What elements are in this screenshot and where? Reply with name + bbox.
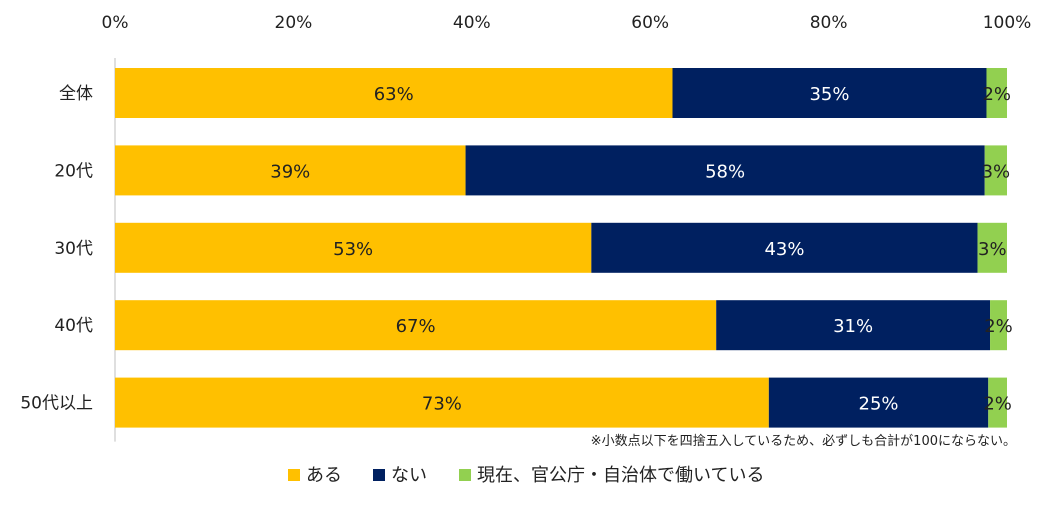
bar-row: 30代 53% 43% 3% [54, 222, 1007, 273]
bar-row: 40代 67% 31% 2% [54, 300, 1013, 351]
legend-label: ない [391, 465, 427, 486]
bar-row: 全体 63% 35% 2% [59, 68, 1011, 118]
bar-segment [988, 377, 1007, 428]
data-label: 2% [983, 394, 1012, 415]
data-label: 2% [982, 84, 1011, 105]
x-tick-label: 80% [810, 13, 848, 33]
bar-segment [115, 300, 717, 351]
legend-label: 現在、官公庁・自治体で働いている [477, 465, 764, 486]
bar-segment [465, 145, 985, 196]
bar-segment [768, 377, 989, 428]
bars: 全体 63% 35% 2% 20代 39% 58% 3% 30代 53% 43% 3% 40代 67% 31… [20, 68, 1013, 428]
legend-swatch [288, 469, 300, 481]
bar-segment [986, 68, 1007, 118]
data-label: 35% [809, 84, 849, 105]
bar-segment [990, 300, 1007, 351]
legend-item: ない [373, 465, 427, 486]
data-label: 67% [396, 316, 436, 337]
bar-row: 20代 39% 58% 3% [54, 145, 1011, 196]
legend-item: 現在、官公庁・自治体で働いている [459, 465, 764, 486]
bar-segment [115, 222, 592, 273]
bar-segment [716, 300, 991, 351]
data-label: 53% [333, 239, 373, 260]
bar-segment [115, 145, 466, 196]
data-label: 58% [705, 161, 745, 182]
x-tick-label: 20% [275, 13, 313, 33]
data-label: 3% [982, 161, 1011, 182]
bar-segment [591, 222, 978, 273]
data-label: 31% [833, 316, 873, 337]
legend-swatch [373, 469, 385, 481]
category-label: 20代 [54, 161, 93, 181]
legend-label: ある [306, 465, 342, 486]
footnote: ※小数点以下を四捨五入しているため、必ずしも合計が100にならない。 [591, 433, 1016, 449]
data-label: 73% [422, 394, 462, 415]
bar-segment [984, 145, 1007, 196]
data-label: 25% [859, 394, 899, 415]
x-tick-label: 0% [102, 13, 129, 33]
category-label: 30代 [54, 239, 93, 259]
bar-segment [977, 222, 1007, 273]
data-label: 3% [978, 239, 1007, 260]
x-axis-ticks: 0% 20% 40% 60% 80% 100% [102, 13, 1032, 33]
x-tick-label: 100% [983, 13, 1032, 33]
bar-row: 50代以上 73% 25% 2% [20, 377, 1012, 428]
data-label: 63% [374, 84, 414, 105]
data-label: 2% [984, 316, 1013, 337]
category-label: 全体 [59, 84, 93, 104]
data-label: 43% [764, 239, 804, 260]
x-tick-label: 40% [453, 13, 491, 33]
bar-segment [115, 377, 769, 428]
x-tick-label: 60% [631, 13, 669, 33]
category-label: 40代 [54, 316, 93, 336]
bar-segment [672, 68, 987, 118]
category-label: 50代以上 [20, 394, 93, 414]
legend-swatch [459, 469, 471, 481]
legend: ある ない 現在、官公庁・自治体で働いている [288, 465, 764, 486]
data-label: 39% [270, 161, 310, 182]
legend-item: ある [288, 465, 342, 486]
bar-segment [115, 68, 673, 118]
